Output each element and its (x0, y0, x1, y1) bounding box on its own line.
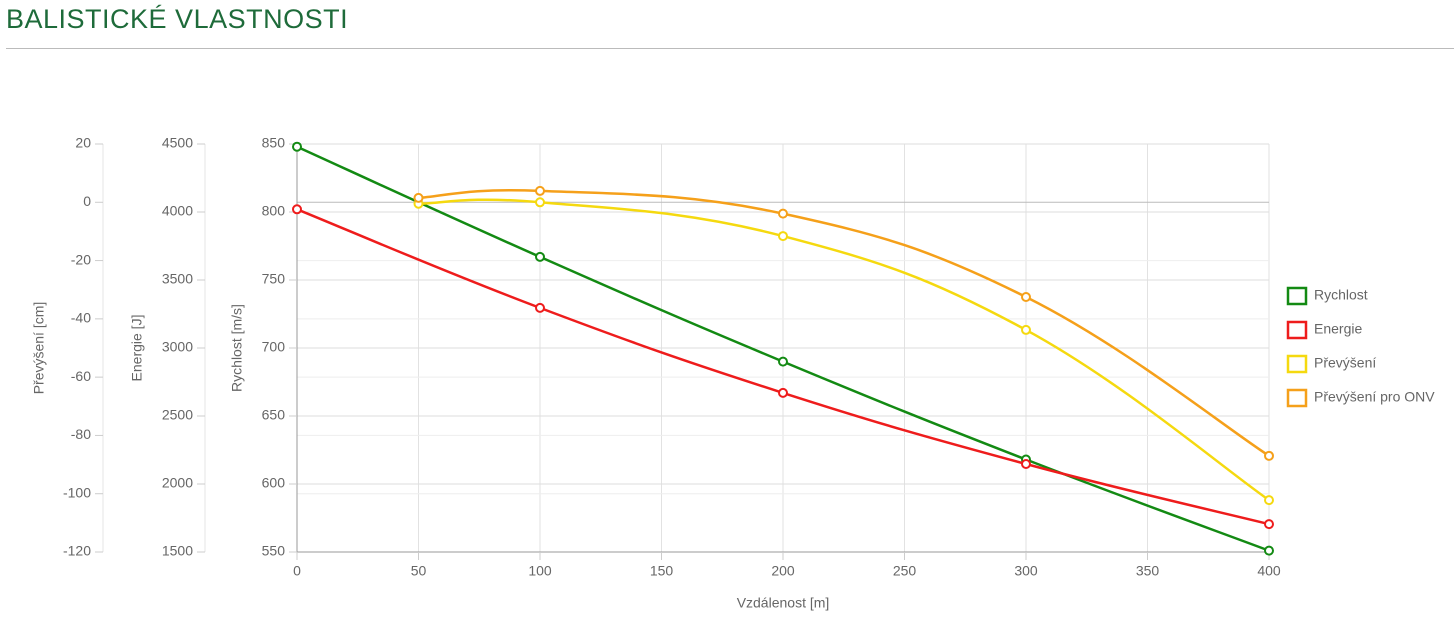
y-tick-label: 650 (262, 407, 286, 423)
x-tick-label: 150 (650, 563, 674, 579)
legend-swatch (1286, 354, 1308, 374)
data-point (1264, 450, 1274, 461)
data-point (778, 208, 788, 219)
y-tick-label: -100 (63, 484, 91, 500)
data-point (1021, 324, 1031, 335)
x-tick-label: 0 (293, 563, 301, 579)
y-axis-title: Rychlost [m/s] (229, 304, 245, 392)
title-rule (6, 48, 1454, 49)
y-tick-label: 3500 (162, 271, 193, 287)
legend-label: Rychlost (1314, 287, 1368, 303)
y-tick-label: 4000 (162, 203, 193, 219)
x-tick-label: 200 (771, 563, 795, 579)
x-tick-label: 50 (411, 563, 427, 579)
y-tick-label: -40 (71, 310, 91, 326)
y-tick-label: 550 (262, 543, 286, 559)
data-point (778, 387, 788, 398)
y-tick-label: 2500 (162, 407, 193, 423)
data-point (1264, 519, 1274, 530)
x-tick-label: 100 (528, 563, 552, 579)
y-tick-label: 600 (262, 475, 286, 491)
series-line (418, 198, 1270, 502)
legend-label: Převýšení pro ONV (1314, 389, 1435, 405)
data-point (413, 192, 424, 203)
y-tick-label: 1500 (162, 543, 193, 559)
y-axis-title: Energie [J] (129, 315, 145, 382)
data-point (778, 356, 788, 367)
y-tick-label: 4500 (162, 135, 193, 151)
x-tick-label: 400 (1257, 563, 1281, 579)
data-point (535, 251, 545, 262)
data-point (1264, 545, 1274, 556)
data-point (292, 204, 302, 215)
y-tick-label: 20 (75, 135, 91, 151)
y-tick-label: 850 (262, 135, 286, 151)
y-axis-title: Převýšení [cm] (31, 302, 47, 395)
y-tick-label: 2000 (162, 475, 193, 491)
y-tick-label: 750 (262, 271, 286, 287)
data-point (292, 141, 302, 152)
data-point (778, 231, 788, 242)
x-tick-label: 250 (893, 563, 917, 579)
legend-label: Energie (1314, 321, 1362, 337)
y-tick-label: -120 (63, 543, 91, 559)
y-tick-label: 700 (262, 339, 286, 355)
data-point (1021, 292, 1031, 302)
data-point (1264, 495, 1274, 506)
series-line (418, 188, 1270, 457)
y-tick-label: 0 (83, 193, 91, 209)
y-tick-label: 800 (262, 203, 286, 219)
y-tick-label: 3000 (162, 339, 193, 355)
page-title: BALISTICKÉ VLASTNOSTI (6, 4, 349, 34)
legend-label: Převýšení (1314, 355, 1376, 371)
x-axis-title: Vzdálenost [m] (737, 595, 830, 611)
x-tick-label: 350 (1136, 563, 1160, 579)
data-point (535, 197, 545, 208)
y-tick-label: -20 (71, 251, 91, 267)
legend-swatch (1286, 388, 1308, 408)
y-tick-label: -60 (71, 368, 91, 384)
data-point (1021, 459, 1031, 470)
legend-swatch (1286, 320, 1308, 340)
legend-swatch (1286, 286, 1308, 306)
data-point (535, 302, 545, 313)
data-point (535, 185, 545, 196)
x-tick-label: 300 (1014, 563, 1038, 579)
y-tick-label: -80 (71, 426, 91, 442)
